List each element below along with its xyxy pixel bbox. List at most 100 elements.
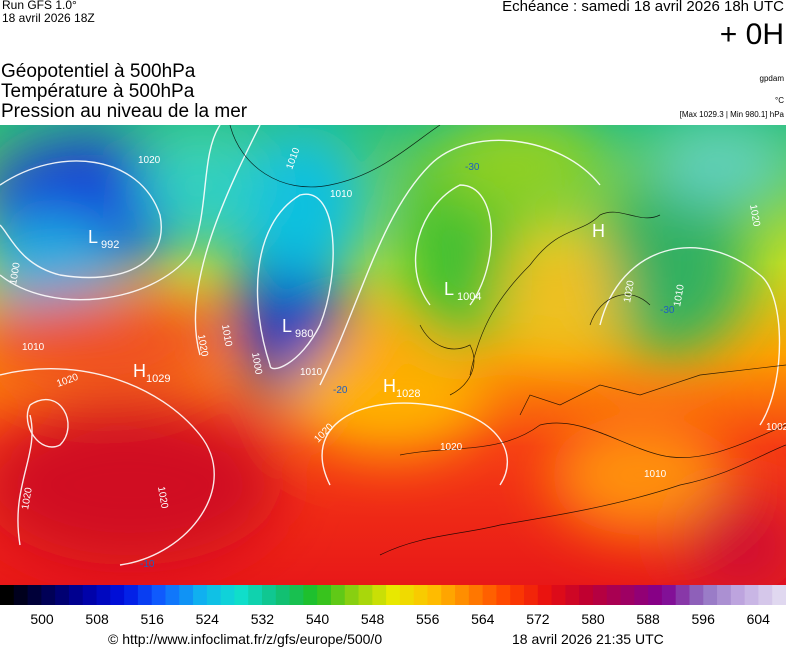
- colorbar-swatch: [248, 585, 263, 605]
- center-value: 1004: [457, 291, 481, 303]
- isobar-label: 1010: [219, 324, 234, 348]
- colorbar-swatch: [661, 585, 677, 605]
- colorbar-tick-label: 572: [526, 611, 550, 627]
- colorbar-swatch: [82, 585, 98, 605]
- colorbar-swatch: [758, 585, 773, 605]
- colorbar-swatch: [110, 585, 125, 605]
- lead-time: + 0H: [719, 18, 784, 51]
- colorbar-tick-label: 556: [416, 611, 440, 627]
- colorbar-swatch: [344, 585, 360, 605]
- isobar-label: 1010: [22, 342, 45, 353]
- colorbar-swatch: [13, 585, 29, 605]
- colorbar-swatch: [510, 585, 525, 605]
- colorbar-swatch: [262, 585, 277, 605]
- colorbar-swatch: [27, 585, 42, 605]
- temperature-label: -30: [465, 162, 480, 173]
- colorbar-tick-label: 588: [636, 611, 660, 627]
- colorbar-swatch: [303, 585, 318, 605]
- center-letter: H: [133, 361, 146, 381]
- colorbar-swatch: [220, 585, 235, 605]
- footer-timestamp: 18 avril 2026 21:35 UTC: [512, 631, 664, 647]
- center-value: 1029: [146, 373, 170, 385]
- center-letter: L: [282, 316, 292, 336]
- colorbar-tick-label: 540: [306, 611, 330, 627]
- colorbar-swatch: [468, 585, 484, 605]
- colorbar-swatch: [137, 585, 153, 605]
- colorbar-swatch: [234, 585, 249, 605]
- isobar-label: 1020: [155, 486, 170, 510]
- colorbar-swatch: [455, 585, 470, 605]
- colorbar-swatch: [151, 585, 166, 605]
- colorbar-swatch: [96, 585, 111, 605]
- isobar-label: 1020: [20, 486, 35, 510]
- colorbar-tick-label: 500: [30, 611, 54, 627]
- colorbar-swatch: [413, 585, 428, 605]
- title: Géopotentiel à 500hPa: [1, 61, 196, 82]
- isobar-label: 1020: [747, 204, 762, 228]
- colorbar-swatch: [55, 585, 70, 605]
- colorbar-tick-label: 524: [196, 611, 220, 627]
- pressure-range: [Max 1029.3 | Min 980.1] hPa: [679, 110, 784, 119]
- colorbar-swatch: [551, 585, 566, 605]
- run: Run GFS 1.0°: [2, 0, 77, 12]
- unit: °C: [775, 96, 784, 105]
- colorbar: 500 508 516 524 532 540 548 556 564 572 580 588 596 6…: [0, 585, 786, 627]
- isobar-label: 1000: [8, 261, 23, 285]
- colorbar-swatch: [206, 585, 222, 605]
- center-letter: L: [444, 279, 454, 299]
- colorbar-tick-label: 548: [361, 611, 385, 627]
- colorbar-swatch: [441, 585, 456, 605]
- center-letter: L: [88, 227, 98, 247]
- center-value: 980: [295, 328, 313, 340]
- isobar-label: 1020: [622, 279, 637, 303]
- colorbar-swatch: [427, 585, 442, 605]
- center-letter: H: [592, 221, 605, 241]
- temperature-label: -10: [140, 559, 155, 570]
- colorbar-swatch: [730, 585, 746, 605]
- isobar-label: 1020: [195, 334, 210, 358]
- colorbar-swatch: [358, 585, 373, 605]
- unit: gpdam: [759, 74, 784, 83]
- colorbar-swatch: [179, 585, 194, 605]
- footer-url: © http://www.infoclimat.fr/z/gfs/europe/…: [108, 631, 383, 647]
- echeance: Echéance : samedi 18 avril 2026 18h UTC: [502, 0, 784, 15]
- colorbar-swatch: [703, 585, 718, 605]
- run-date: 18 avril 2026 18Z: [2, 11, 95, 25]
- colorbar-swatch: [482, 585, 497, 605]
- colorbar-swatch: [634, 585, 649, 605]
- colorbar-swatch: [579, 585, 594, 605]
- colorbar-swatch: [399, 585, 415, 605]
- colorbar-tick-label: 580: [581, 611, 605, 627]
- colorbar-swatch: [372, 585, 387, 605]
- colorbar-swatch: [275, 585, 291, 605]
- colorbar-swatch: [165, 585, 180, 605]
- temperature-label: -30: [660, 305, 675, 316]
- isobar-label: 1010: [672, 283, 687, 307]
- colorbar-tick-label: 596: [692, 611, 716, 627]
- isobar-label: 1002: [766, 422, 786, 433]
- colorbar-tick-label: 604: [747, 611, 771, 627]
- colorbar-tick-label: 508: [85, 611, 109, 627]
- isobar-label: 1010: [300, 367, 323, 378]
- center-value: 1028: [396, 388, 420, 400]
- colorbar-swatch: [675, 585, 690, 605]
- colorbar-swatch: [330, 585, 346, 605]
- center-value: 992: [101, 239, 119, 251]
- colorbar-swatch: [537, 585, 553, 605]
- colorbar-swatch: [496, 585, 511, 605]
- colorbar-swatch: [717, 585, 732, 605]
- colorbar-swatch: [41, 585, 56, 605]
- colorbar-tick-label: 516: [141, 611, 165, 627]
- colorbar-swatch: [606, 585, 622, 605]
- colorbar-swatch: [744, 585, 759, 605]
- colorbar-swatch: [648, 585, 663, 605]
- isobar-label: 1010: [330, 189, 353, 200]
- colorbar-swatch: [565, 585, 580, 605]
- colorbar-swatch: [289, 585, 304, 605]
- center-letter: H: [383, 376, 396, 396]
- title: Pression au niveau de la mer: [1, 101, 248, 122]
- colorbar-swatch: [68, 585, 84, 605]
- colorbar-swatch: [620, 585, 635, 605]
- temperature-label: -20: [333, 385, 348, 396]
